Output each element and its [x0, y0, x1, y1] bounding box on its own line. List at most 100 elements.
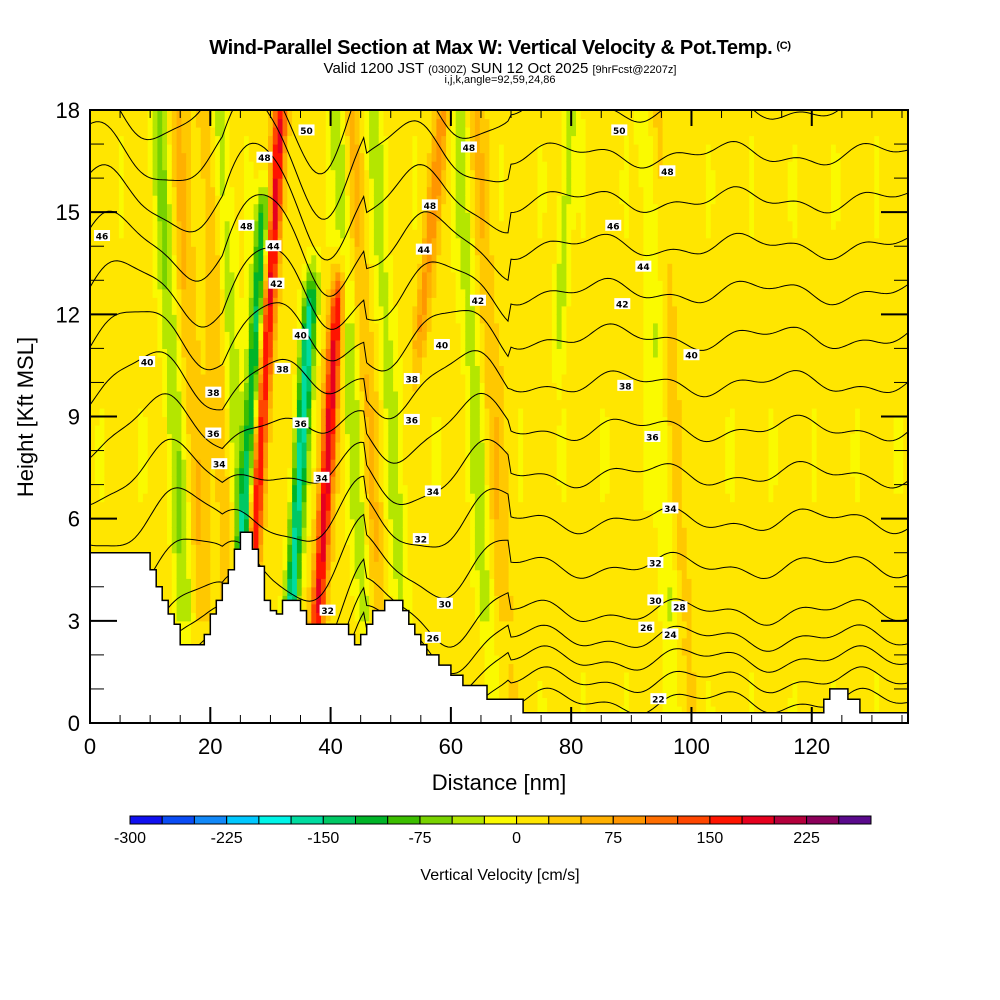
- velocity-cell: [114, 195, 120, 205]
- velocity-cell: [147, 382, 154, 392]
- velocity-cell: [219, 169, 226, 179]
- velocity-cell: [128, 518, 134, 528]
- velocity-cell: [157, 203, 163, 213]
- velocity-cell: [296, 152, 303, 162]
- velocity-cell: [325, 339, 332, 349]
- velocity-cell: [398, 305, 404, 315]
- velocity-cell: [287, 501, 293, 511]
- velocity-cell: [181, 178, 187, 188]
- velocity-cell: [321, 425, 327, 435]
- velocity-cell: [123, 391, 130, 401]
- velocity-cell: [268, 118, 274, 128]
- velocity-cell: [90, 195, 96, 205]
- velocity-cell: [99, 195, 105, 205]
- velocity-cell: [181, 425, 187, 435]
- velocity-cell: [205, 561, 211, 571]
- velocity-cell: [388, 229, 394, 239]
- velocity-cell: [142, 186, 149, 196]
- velocity-cell: [133, 467, 139, 477]
- velocity-cell: [94, 408, 101, 418]
- velocity-cell: [162, 578, 168, 588]
- velocity-cell: [354, 391, 360, 401]
- velocity-cell: [239, 365, 245, 375]
- velocity-cell: [229, 510, 235, 520]
- velocity-cell: [268, 552, 274, 562]
- velocity-cell: [296, 484, 303, 494]
- velocity-cell: [393, 356, 399, 366]
- velocity-cell: [393, 161, 399, 171]
- velocity-cell: [325, 322, 332, 332]
- velocity-cell: [99, 527, 105, 537]
- velocity-cell: [234, 365, 240, 375]
- velocity-cell: [171, 297, 178, 307]
- velocity-cell: [311, 527, 317, 537]
- velocity-cell: [167, 518, 173, 528]
- velocity-cell: [388, 442, 394, 452]
- velocity-cell: [239, 195, 245, 205]
- velocity-cell: [186, 288, 192, 298]
- velocity-cell: [316, 127, 322, 137]
- velocity-cell: [138, 220, 144, 230]
- velocity-cell: [224, 169, 231, 179]
- velocity-cell: [417, 135, 423, 145]
- velocity-cell: [181, 118, 187, 128]
- velocity-cell: [364, 280, 370, 290]
- velocity-cell: [239, 169, 245, 179]
- velocity-cell: [282, 169, 288, 179]
- velocity-cell: [330, 527, 336, 537]
- velocity-cell: [345, 612, 351, 622]
- velocity-cell: [316, 254, 322, 264]
- velocity-cell: [422, 603, 428, 613]
- velocity-cell: [234, 459, 240, 469]
- velocity-cell: [325, 305, 332, 315]
- velocity-cell: [349, 391, 356, 401]
- velocity-cell: [301, 442, 308, 452]
- velocity-cell: [263, 382, 269, 392]
- velocity-cell: [296, 501, 303, 511]
- velocity-cell: [277, 288, 284, 298]
- velocity-cell: [345, 169, 351, 179]
- velocity-cell: [138, 501, 144, 511]
- velocity-cell: [167, 595, 173, 605]
- velocity-cell: [234, 305, 240, 315]
- velocity-cell: [109, 331, 115, 341]
- velocity-cell: [282, 161, 288, 171]
- velocity-cell: [99, 484, 105, 494]
- velocity-cell: [253, 305, 259, 315]
- velocity-cell: [388, 586, 394, 596]
- velocity-cell: [118, 416, 125, 426]
- velocity-cell: [138, 510, 144, 520]
- velocity-cell: [378, 467, 385, 477]
- velocity-cell: [354, 629, 360, 639]
- velocity-cell: [244, 229, 250, 239]
- velocity-cell: [296, 459, 303, 469]
- velocity-cell: [191, 552, 197, 562]
- velocity-cell: [253, 118, 259, 128]
- velocity-cell: [162, 493, 168, 503]
- velocity-cell: [219, 382, 226, 392]
- velocity-cell: [292, 586, 298, 596]
- velocity-cell: [282, 416, 288, 426]
- velocity-cell: [321, 518, 327, 528]
- velocity-cell: [253, 237, 259, 247]
- velocity-cell: [268, 144, 274, 154]
- velocity-cell: [373, 595, 380, 605]
- velocity-cell: [142, 118, 149, 128]
- velocity-cell: [215, 561, 221, 571]
- velocity-cell: [229, 527, 235, 537]
- velocity-cell: [364, 612, 370, 622]
- velocity-cell: [94, 356, 101, 366]
- velocity-cell: [171, 433, 178, 443]
- velocity-cell: [128, 467, 134, 477]
- velocity-cell: [94, 442, 101, 452]
- velocity-cell: [258, 348, 264, 358]
- velocity-cell: [195, 637, 202, 647]
- velocity-cell: [171, 544, 178, 554]
- velocity-cell: [325, 331, 332, 341]
- velocity-cell: [171, 118, 178, 128]
- velocity-cell: [147, 331, 154, 341]
- velocity-cell: [292, 501, 298, 511]
- velocity-cell: [393, 203, 399, 213]
- velocity-cell: [219, 203, 226, 213]
- velocity-cell: [388, 169, 394, 179]
